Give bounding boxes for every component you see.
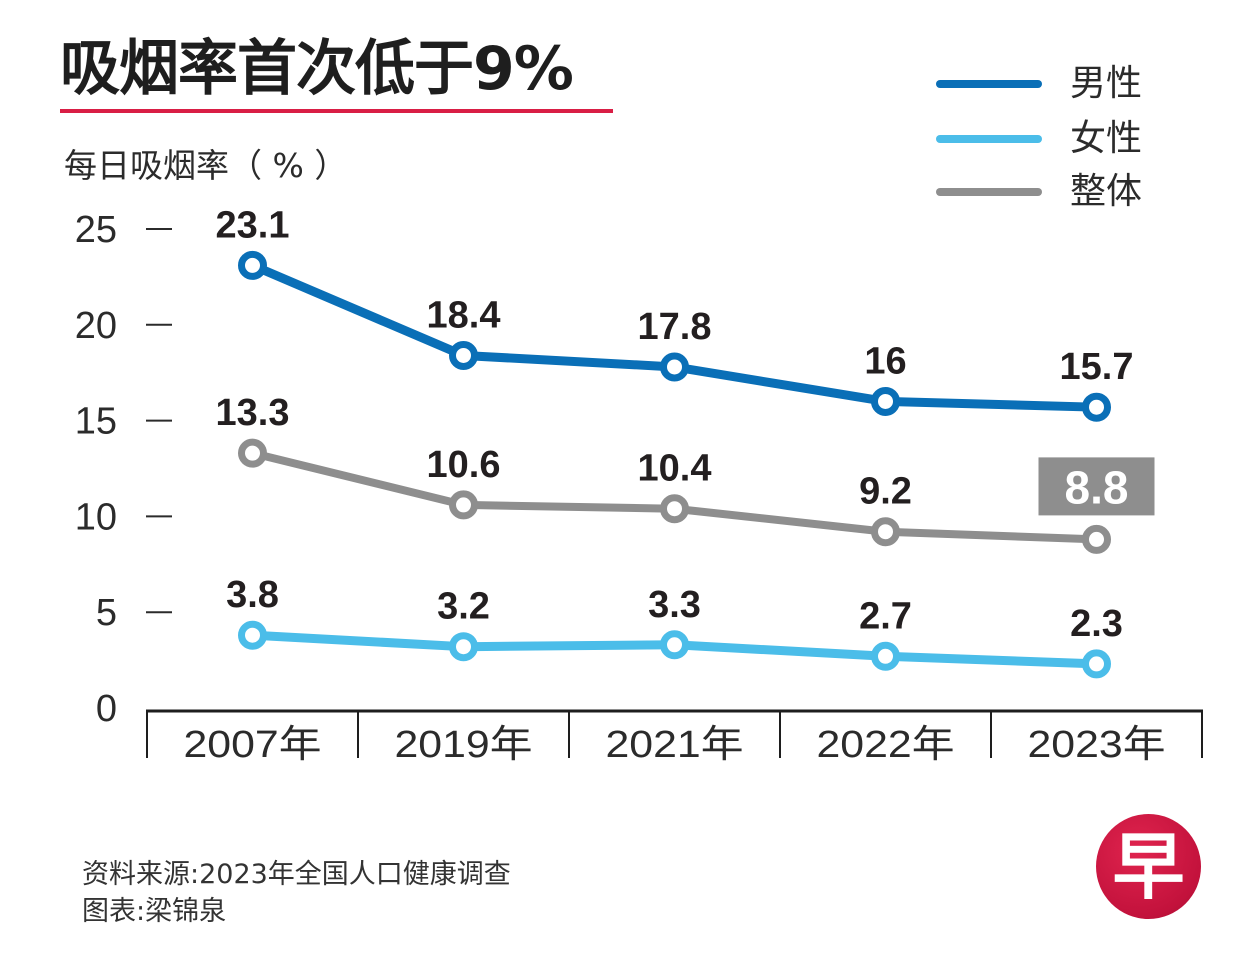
data-point xyxy=(238,620,267,650)
data-label: 2.7 xyxy=(859,595,912,637)
y-tick-label: 20 xyxy=(75,305,117,347)
data-label: 15.7 xyxy=(1060,346,1134,388)
title-underline xyxy=(60,109,613,113)
credit-note: 图表:梁锦泉 xyxy=(82,896,227,927)
legend-swatch-overall xyxy=(936,188,1042,196)
data-point xyxy=(871,386,900,416)
data-label: 3.3 xyxy=(648,584,701,626)
legend-swatch-female xyxy=(936,135,1042,143)
legend-item-male: 男性 xyxy=(936,60,1196,110)
data-label: 2.3 xyxy=(1070,603,1123,645)
data-label: 10.6 xyxy=(427,444,501,486)
legend-swatch-male xyxy=(936,80,1042,88)
legend-label-male: 男性 xyxy=(1070,63,1143,104)
x-tick-label: 2023年 xyxy=(1028,724,1166,766)
data-point xyxy=(449,340,478,370)
x-tick-label: 2022年 xyxy=(817,724,955,766)
y-tick-label: 5 xyxy=(96,592,117,634)
legend-label-female: 女性 xyxy=(1070,118,1143,159)
data-label: 3.2 xyxy=(437,586,490,628)
data-point xyxy=(660,630,689,660)
data-point xyxy=(238,250,267,280)
chart-title: 吸烟率首次低于9% xyxy=(60,34,574,104)
data-label: 9.2 xyxy=(859,471,912,513)
data-point xyxy=(660,352,689,382)
data-label: 3.8 xyxy=(226,574,279,616)
legend-label-overall: 整体 xyxy=(1070,171,1143,212)
y-tick-label: 10 xyxy=(75,496,117,538)
zaobao-logo: 早 xyxy=(1096,814,1201,919)
data-label: 10.4 xyxy=(638,448,712,490)
data-label-highlight: 8.8 xyxy=(1065,461,1129,513)
logo-glyph: 早 xyxy=(1112,823,1185,909)
data-point xyxy=(238,438,267,468)
legend-item-female: 女性 xyxy=(936,115,1196,165)
legend-item-overall: 整体 xyxy=(936,168,1196,218)
data-label: 18.4 xyxy=(427,294,501,336)
y-tick-label: 0 xyxy=(96,688,117,730)
data-label: 17.8 xyxy=(638,306,712,348)
y-tick-label: 25 xyxy=(75,209,117,251)
data-point xyxy=(449,490,478,520)
x-tick-label: 2007年 xyxy=(184,724,322,766)
data-point xyxy=(871,641,900,671)
data-point xyxy=(1082,524,1111,554)
y-axis-label: 每日吸烟率（ % ） xyxy=(64,146,348,185)
source-note: 资料来源:2023年全国人口健康调查 xyxy=(82,859,511,890)
data-point xyxy=(1082,649,1111,679)
x-tick-label: 2019年 xyxy=(395,724,533,766)
x-tick-label: 2021年 xyxy=(606,724,744,766)
data-label: 23.1 xyxy=(216,204,290,246)
data-point xyxy=(871,517,900,547)
y-tick-label: 15 xyxy=(75,401,117,443)
highlight-label-box xyxy=(1038,457,1155,516)
data-label: 13.3 xyxy=(216,392,290,434)
data-point xyxy=(1082,392,1111,422)
data-point xyxy=(660,494,689,524)
data-point xyxy=(449,632,478,662)
data-label: 16 xyxy=(864,340,906,382)
